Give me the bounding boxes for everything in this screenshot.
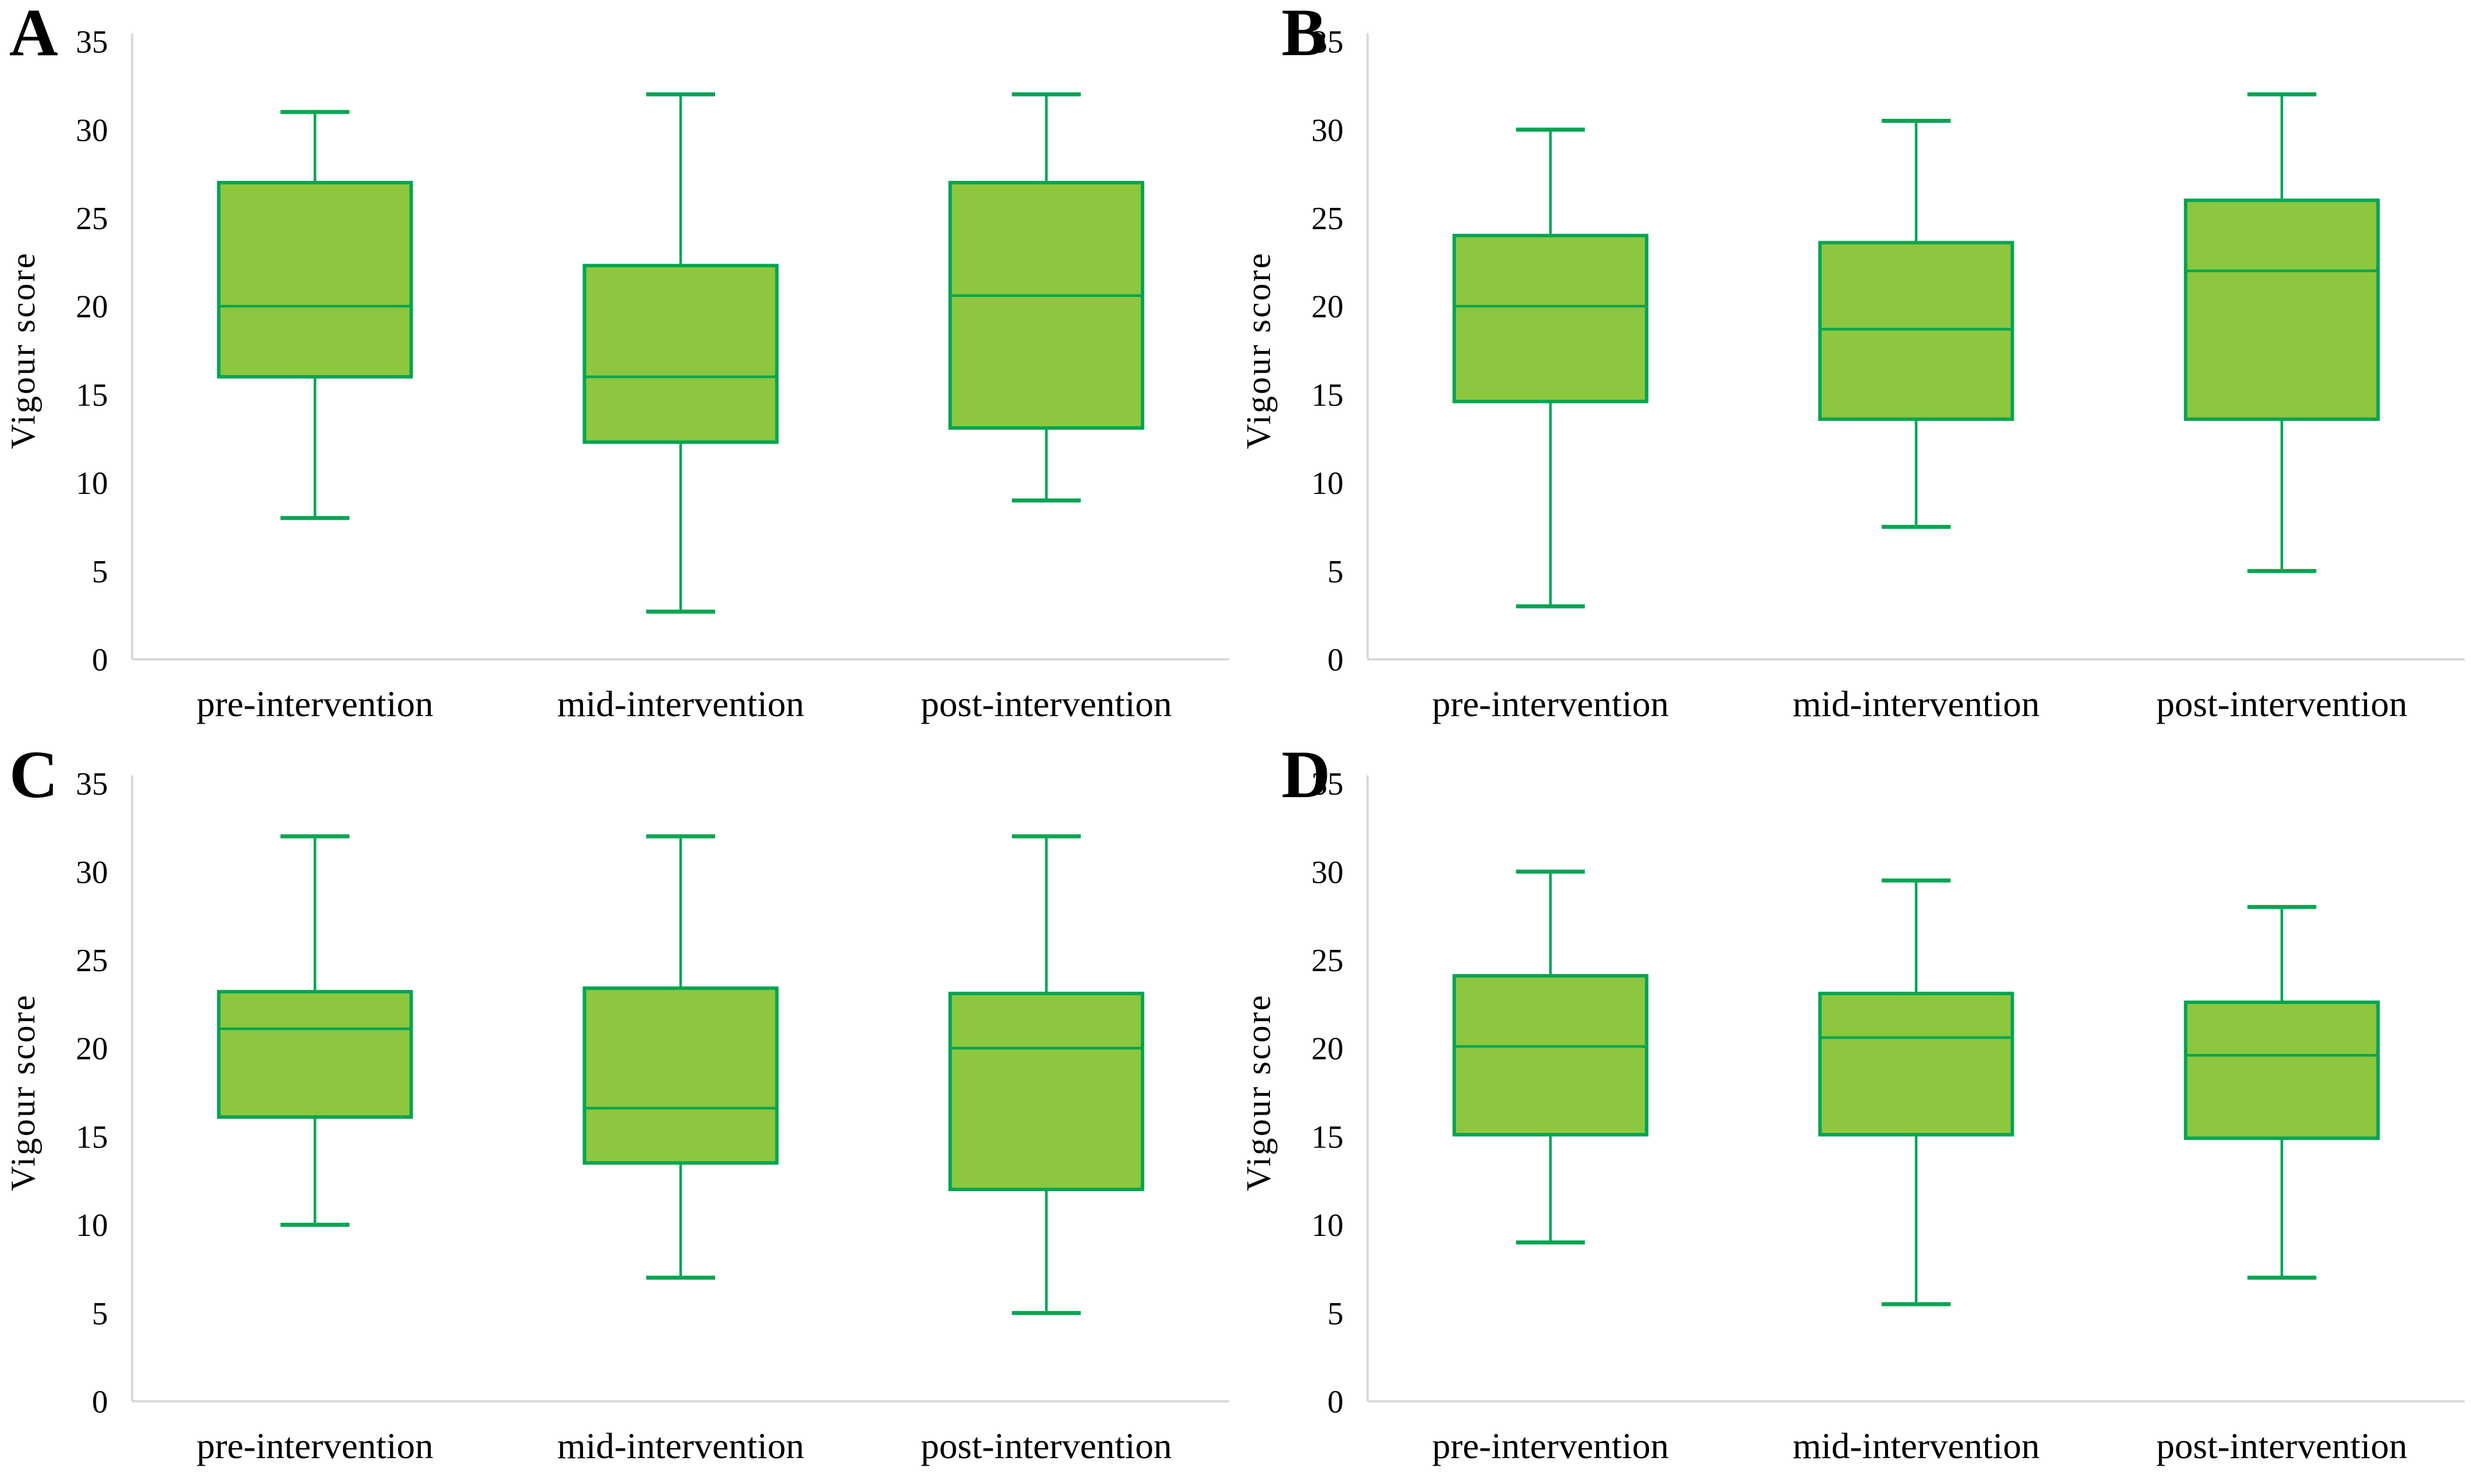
- y-tick-label-30: 30: [76, 855, 108, 890]
- y-tick-label-30: 30: [76, 113, 108, 148]
- y-tick-label-5: 5: [92, 554, 108, 590]
- y-tick-label-0: 0: [92, 1385, 108, 1420]
- category-label-pre-intervention: pre-intervention: [1432, 683, 1669, 724]
- iqr-box-mid-intervention: [582, 986, 779, 1165]
- iqr-box-mid-intervention: [1818, 241, 2014, 421]
- y-tick-label-5: 5: [1327, 1296, 1343, 1332]
- panel-c-letter: C: [9, 737, 59, 812]
- iqr-box-post-intervention: [2184, 198, 2380, 421]
- panel-d-boxplot: 0 5 10 15 20 25 30 35 Vigour score pre-interventi…: [1240, 767, 2465, 1466]
- y-tick-label-35: 35: [76, 767, 108, 802]
- panel-b: B 0 5 10 15 20 25 30 35 Vigour score pre-interven…: [1236, 0, 2471, 742]
- y-tick-label-35: 35: [1311, 25, 1343, 60]
- panel-b-boxplot: 0 5 10 15 20 25 30 35 Vigour score pre-interventi…: [1240, 25, 2465, 724]
- y-tick-label-0: 0: [92, 643, 108, 678]
- iqr-box-mid-intervention: [582, 264, 779, 444]
- y-axis-title: Vigour score: [1240, 994, 1277, 1191]
- category-label-pre-intervention: pre-intervention: [196, 683, 433, 724]
- panel-d: D 0 5 10 15 20 25 30 35 Vigour score pre-interven…: [1236, 737, 2471, 1484]
- y-tick-label-35: 35: [76, 25, 108, 60]
- y-tick-label-15: 15: [76, 1119, 108, 1155]
- iqr-box-pre-intervention: [1452, 234, 1648, 404]
- category-label-mid-intervention: mid-intervention: [1793, 1425, 2040, 1466]
- y-tick-label-25: 25: [1311, 943, 1343, 979]
- category-label-mid-intervention: mid-intervention: [557, 1425, 804, 1466]
- y-tick-label-25: 25: [76, 201, 108, 237]
- panel-b-letter: B: [1281, 0, 1327, 70]
- category-label-post-intervention: post-intervention: [2156, 1425, 2407, 1466]
- iqr-box-pre-intervention: [217, 180, 413, 379]
- panel-d-letter: D: [1281, 737, 1331, 812]
- iqr-box-mid-intervention: [1818, 991, 2014, 1137]
- iqr-box-post-intervention: [2184, 1000, 2380, 1140]
- panel-c-boxplot: 0 5 10 15 20 25 30 35 Vigour score pre-interventi…: [4, 767, 1229, 1466]
- panel-a-letter: A: [9, 0, 59, 70]
- y-tick-label-15: 15: [1311, 377, 1343, 413]
- category-label-pre-intervention: pre-intervention: [1432, 1425, 1669, 1466]
- category-label-post-intervention: post-intervention: [921, 683, 1172, 724]
- iqr-box-post-intervention: [948, 180, 1145, 430]
- category-label-mid-intervention: mid-intervention: [1793, 683, 2040, 724]
- y-tick-label-0: 0: [1327, 1385, 1343, 1420]
- y-tick-label-10: 10: [1311, 466, 1343, 501]
- y-tick-label-20: 20: [1311, 1031, 1343, 1067]
- y-tick-label-15: 15: [1311, 1119, 1343, 1155]
- y-tick-label-5: 5: [1327, 554, 1343, 590]
- y-tick-label-25: 25: [76, 943, 108, 979]
- y-tick-label-30: 30: [1311, 113, 1343, 148]
- y-axis-title: Vigour score: [1240, 252, 1277, 449]
- panel-a-boxplot: 0 5 10 15 20 25 30 35 Vigour score pre-interventi…: [4, 25, 1229, 724]
- iqr-box-pre-intervention: [1452, 974, 1648, 1137]
- y-tick-label-20: 20: [1311, 289, 1343, 325]
- category-label-pre-intervention: pre-intervention: [196, 1425, 433, 1466]
- y-tick-label-25: 25: [1311, 201, 1343, 237]
- y-tick-label-15: 15: [76, 377, 108, 413]
- panel-a: A 0 5 10 15 20 25 30 35 Vigour score pre-interven…: [0, 0, 1236, 742]
- y-tick-label-20: 20: [76, 1031, 108, 1067]
- category-label-post-intervention: post-intervention: [2156, 683, 2407, 724]
- panel-c: C 0 5 10 15 20 25 30 35 Vigour score pre-interven…: [0, 737, 1236, 1484]
- category-label-post-intervention: post-intervention: [921, 1425, 1172, 1466]
- y-tick-label-0: 0: [1327, 643, 1343, 678]
- y-tick-label-5: 5: [92, 1296, 108, 1332]
- y-tick-label-20: 20: [76, 289, 108, 325]
- iqr-box-post-intervention: [948, 991, 1145, 1192]
- y-tick-label-10: 10: [76, 466, 108, 501]
- y-tick-label-10: 10: [1311, 1208, 1343, 1243]
- y-axis-title: Vigour score: [4, 252, 42, 449]
- iqr-box-pre-intervention: [217, 990, 413, 1119]
- y-tick-label-35: 35: [1311, 767, 1343, 802]
- y-tick-label-30: 30: [1311, 855, 1343, 890]
- y-tick-label-10: 10: [76, 1208, 108, 1243]
- category-label-mid-intervention: mid-intervention: [557, 683, 804, 724]
- y-axis-title: Vigour score: [4, 994, 42, 1191]
